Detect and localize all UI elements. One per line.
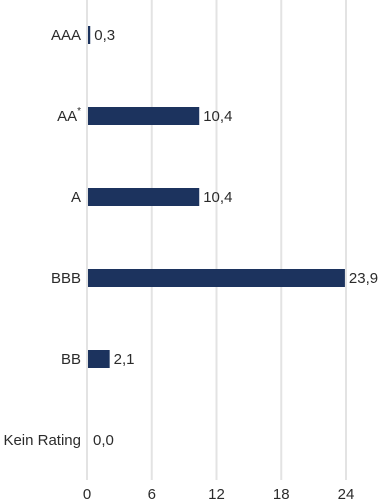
bar-aaa [87, 26, 91, 44]
value-label-a: 10,4 [203, 189, 232, 206]
value-label-kein-rating: 0,0 [93, 432, 114, 449]
category-label-bbb: BBB [51, 270, 81, 287]
x-tick-labels: 0 6 12 18 24 [83, 486, 355, 501]
bars [86, 26, 345, 449]
x-tick-label-18: 18 [273, 486, 290, 501]
category-label-bb: BB [61, 351, 81, 368]
value-label-aaa: 0,3 [94, 27, 115, 44]
bar-a [87, 188, 200, 206]
category-label-aa: AA* [57, 106, 81, 125]
bar-aa [87, 107, 200, 125]
value-label-bbb: 23,9 [349, 270, 378, 287]
value-label-bb: 2,1 [114, 351, 135, 368]
category-label-kein-rating: Kein Rating [3, 432, 81, 449]
bar-bbb [87, 269, 345, 287]
x-tick-label-0: 0 [83, 486, 91, 501]
value-labels: 0,3 10,4 10,4 23,9 2,1 0,0 [93, 27, 378, 449]
x-tick-label-24: 24 [338, 486, 355, 501]
category-label-aaa: AAA [51, 27, 81, 44]
bar-bb [87, 350, 110, 368]
x-tick-label-6: 6 [148, 486, 156, 501]
gridlines [150, 0, 347, 480]
category-label-a: A [71, 189, 81, 206]
value-label-aa: 10,4 [203, 108, 232, 125]
x-tick-label-12: 12 [208, 486, 225, 501]
